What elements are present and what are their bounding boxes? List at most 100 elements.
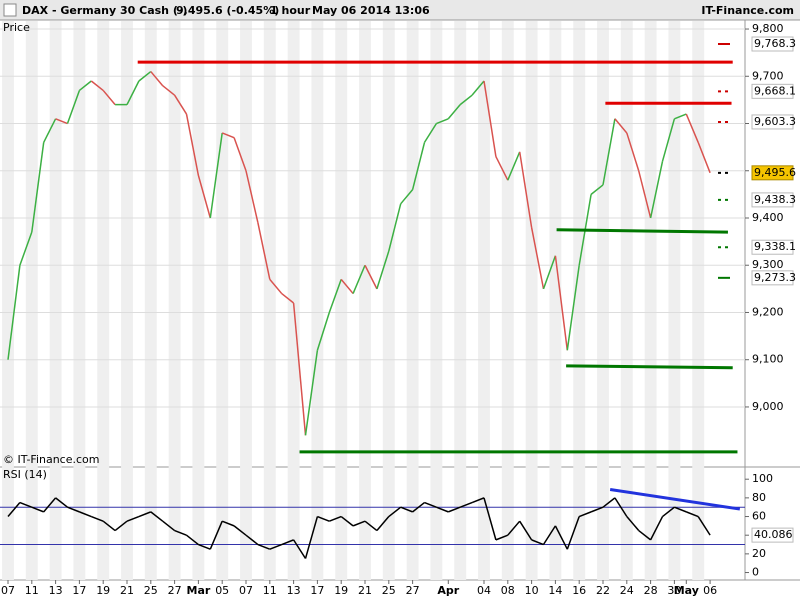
x-tick-label: 21 bbox=[358, 584, 372, 597]
price-segment bbox=[518, 151, 533, 228]
trendline bbox=[556, 228, 728, 234]
price-segment bbox=[352, 520, 366, 527]
level-box bbox=[751, 114, 794, 130]
level-box bbox=[751, 36, 794, 52]
price-segment bbox=[257, 543, 271, 550]
price-segment bbox=[661, 118, 676, 162]
day-stripe bbox=[478, 21, 490, 580]
day-stripe bbox=[692, 21, 705, 580]
day-stripe bbox=[620, 21, 633, 580]
price-segment bbox=[257, 222, 271, 280]
day-stripe bbox=[644, 21, 657, 580]
level-label: 9,603.3 bbox=[754, 115, 796, 128]
day-stripe bbox=[2, 21, 14, 580]
watermark: © IT-Finance.com bbox=[3, 453, 100, 466]
level-box bbox=[751, 239, 794, 255]
price-segment bbox=[281, 292, 295, 304]
price-segment bbox=[411, 142, 426, 190]
x-tick-label: 10 bbox=[525, 584, 539, 597]
price-segment bbox=[471, 80, 485, 96]
price-segment bbox=[150, 71, 164, 87]
y-tick-label: 9,300 bbox=[752, 258, 784, 271]
x-tick-label: 25 bbox=[382, 584, 396, 597]
header-bar bbox=[0, 0, 800, 20]
day-stripe bbox=[97, 21, 110, 580]
day-stripe bbox=[430, 21, 443, 580]
x-tick-label: 07 bbox=[239, 584, 253, 597]
x-tick-label: 13 bbox=[287, 584, 301, 597]
level-label: 9,668.1 bbox=[754, 84, 796, 97]
price-segment bbox=[531, 539, 544, 546]
price-segment bbox=[31, 142, 45, 233]
price-segment bbox=[614, 118, 628, 134]
interval: 1 hour bbox=[270, 4, 311, 17]
price-segment bbox=[626, 132, 640, 171]
day-stripe bbox=[287, 21, 300, 580]
trendline bbox=[566, 364, 733, 370]
price-segment bbox=[649, 516, 664, 541]
price-segment bbox=[43, 118, 57, 143]
price-segment bbox=[221, 132, 235, 139]
price-segment bbox=[400, 506, 413, 513]
day-stripe bbox=[454, 21, 467, 580]
price-segment bbox=[7, 502, 21, 518]
level-label: 9,338.1 bbox=[754, 240, 796, 253]
price-segment bbox=[281, 539, 294, 546]
price-segment bbox=[304, 350, 319, 436]
y-tick-label: 9,400 bbox=[752, 211, 784, 224]
price-segment bbox=[364, 264, 378, 290]
price-segment bbox=[686, 511, 699, 518]
price-segment bbox=[114, 520, 128, 532]
price-segment bbox=[138, 511, 152, 518]
price-segment bbox=[459, 501, 473, 508]
price-segment bbox=[31, 506, 44, 513]
quote: 9,495.6 (-0.45%) bbox=[176, 4, 279, 17]
day-stripe bbox=[668, 21, 681, 580]
price-segment bbox=[55, 118, 68, 125]
app-icon bbox=[3, 3, 17, 17]
price-segment bbox=[674, 506, 687, 513]
price-segment bbox=[292, 302, 307, 436]
price-segment bbox=[102, 89, 116, 106]
y-tick-label: 9,000 bbox=[752, 400, 784, 413]
brand: IT-Finance.com bbox=[701, 4, 794, 17]
y-tick-label: 100 bbox=[752, 472, 773, 485]
x-tick-label: May bbox=[674, 584, 699, 597]
x-tick-label: 19 bbox=[334, 584, 348, 597]
price-segment bbox=[376, 250, 390, 290]
price-segment bbox=[316, 312, 331, 351]
price-segment bbox=[471, 497, 485, 504]
price-segment bbox=[614, 497, 628, 517]
price-segment bbox=[412, 501, 425, 513]
day-stripe bbox=[49, 21, 62, 580]
price-segment bbox=[91, 515, 104, 522]
rsi-value-label: 40.086 bbox=[754, 528, 793, 541]
price-segment bbox=[352, 264, 366, 294]
price-segment bbox=[495, 534, 509, 541]
level-label: 9,273.3 bbox=[754, 271, 796, 284]
price-segment bbox=[19, 231, 33, 266]
price-segment bbox=[79, 511, 92, 518]
price-segment bbox=[388, 506, 402, 518]
x-tick-label: 11 bbox=[25, 584, 39, 597]
price-segment bbox=[483, 497, 497, 541]
x-tick-label: 16 bbox=[572, 584, 586, 597]
price-segment bbox=[340, 278, 354, 295]
x-tick-label: 08 bbox=[501, 584, 515, 597]
y-tick-label: 9,700 bbox=[752, 69, 784, 82]
price-segment bbox=[649, 161, 664, 219]
level-label: 9,438.3 bbox=[754, 193, 796, 206]
x-tick-label: 30 bbox=[667, 584, 681, 597]
price-segment bbox=[55, 497, 68, 508]
day-stripe bbox=[549, 21, 562, 580]
price-segment bbox=[448, 506, 461, 513]
day-stripe bbox=[311, 21, 324, 580]
price-segment bbox=[507, 151, 521, 181]
price-segment bbox=[602, 497, 616, 508]
price-segment bbox=[67, 506, 80, 513]
day-stripe bbox=[25, 21, 38, 580]
price-segment bbox=[43, 497, 57, 513]
price-segment bbox=[209, 132, 223, 219]
x-tick-label: 21 bbox=[120, 584, 134, 597]
